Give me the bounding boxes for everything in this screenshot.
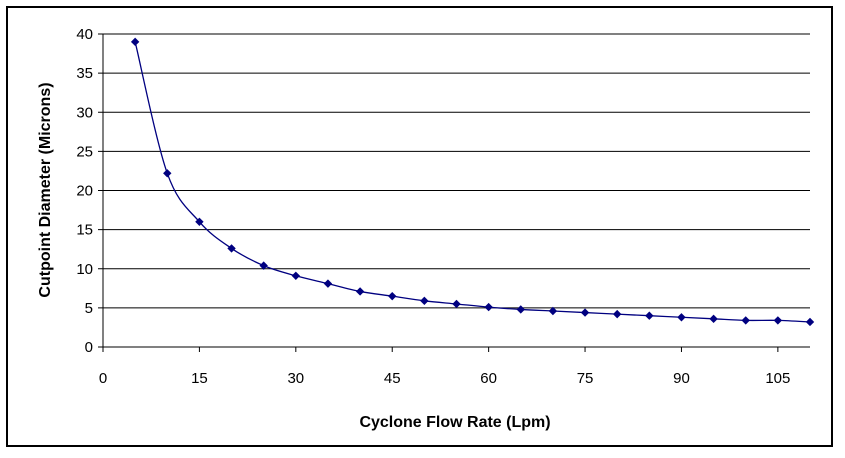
x-tick-label: 75 <box>577 370 594 387</box>
data-point <box>580 308 590 317</box>
y-tick-label: 35 <box>76 65 93 82</box>
x-tick-label: 30 <box>287 370 304 387</box>
x-tick-label: 90 <box>673 370 690 387</box>
x-axis-title: Cyclone Flow Rate (Lpm) <box>359 414 550 431</box>
y-tick-labels: 0 5 10 15 20 25 30 35 40 <box>76 26 93 356</box>
y-tick-label: 5 <box>85 300 93 317</box>
gridlines <box>103 33 810 309</box>
x-tick-label: 60 <box>480 370 497 387</box>
data-point <box>323 279 333 288</box>
data-point <box>805 317 815 327</box>
data-point <box>163 169 172 178</box>
series-layer <box>130 37 815 327</box>
data-point <box>548 306 558 316</box>
data-point <box>516 305 525 314</box>
x-tick-label: 0 <box>99 370 107 387</box>
data-point <box>612 309 622 319</box>
data-point <box>388 291 397 301</box>
data-point <box>291 271 301 280</box>
axes <box>98 33 810 352</box>
y-tick-label: 40 <box>76 26 93 43</box>
data-point <box>741 316 750 325</box>
data-point <box>452 299 461 309</box>
x-tick-labels: 0 15 30 45 60 75 90 105 <box>99 370 791 387</box>
x-tick-label: 15 <box>191 370 208 387</box>
data-point <box>195 217 204 226</box>
data-point <box>259 261 268 270</box>
series-line <box>134 41 811 323</box>
y-tick-label: 15 <box>76 222 93 239</box>
data-point <box>645 311 654 320</box>
data-point <box>420 296 429 306</box>
data-point <box>484 302 493 312</box>
y-axis-title: Cutpoint Diameter (Microns) <box>37 82 54 297</box>
data-point <box>227 244 236 253</box>
x-tick-label: 105 <box>765 370 790 387</box>
y-tick-label: 10 <box>76 261 93 278</box>
data-point <box>709 314 718 324</box>
y-tick-label: 0 <box>85 339 93 356</box>
data-point <box>773 316 783 325</box>
data-point <box>677 313 686 322</box>
x-tick-label: 45 <box>384 370 401 387</box>
y-tick-label: 30 <box>76 104 93 121</box>
data-point <box>130 37 140 47</box>
y-tick-label: 20 <box>76 183 93 200</box>
y-tick-label: 25 <box>76 143 93 160</box>
data-point <box>355 287 365 296</box>
